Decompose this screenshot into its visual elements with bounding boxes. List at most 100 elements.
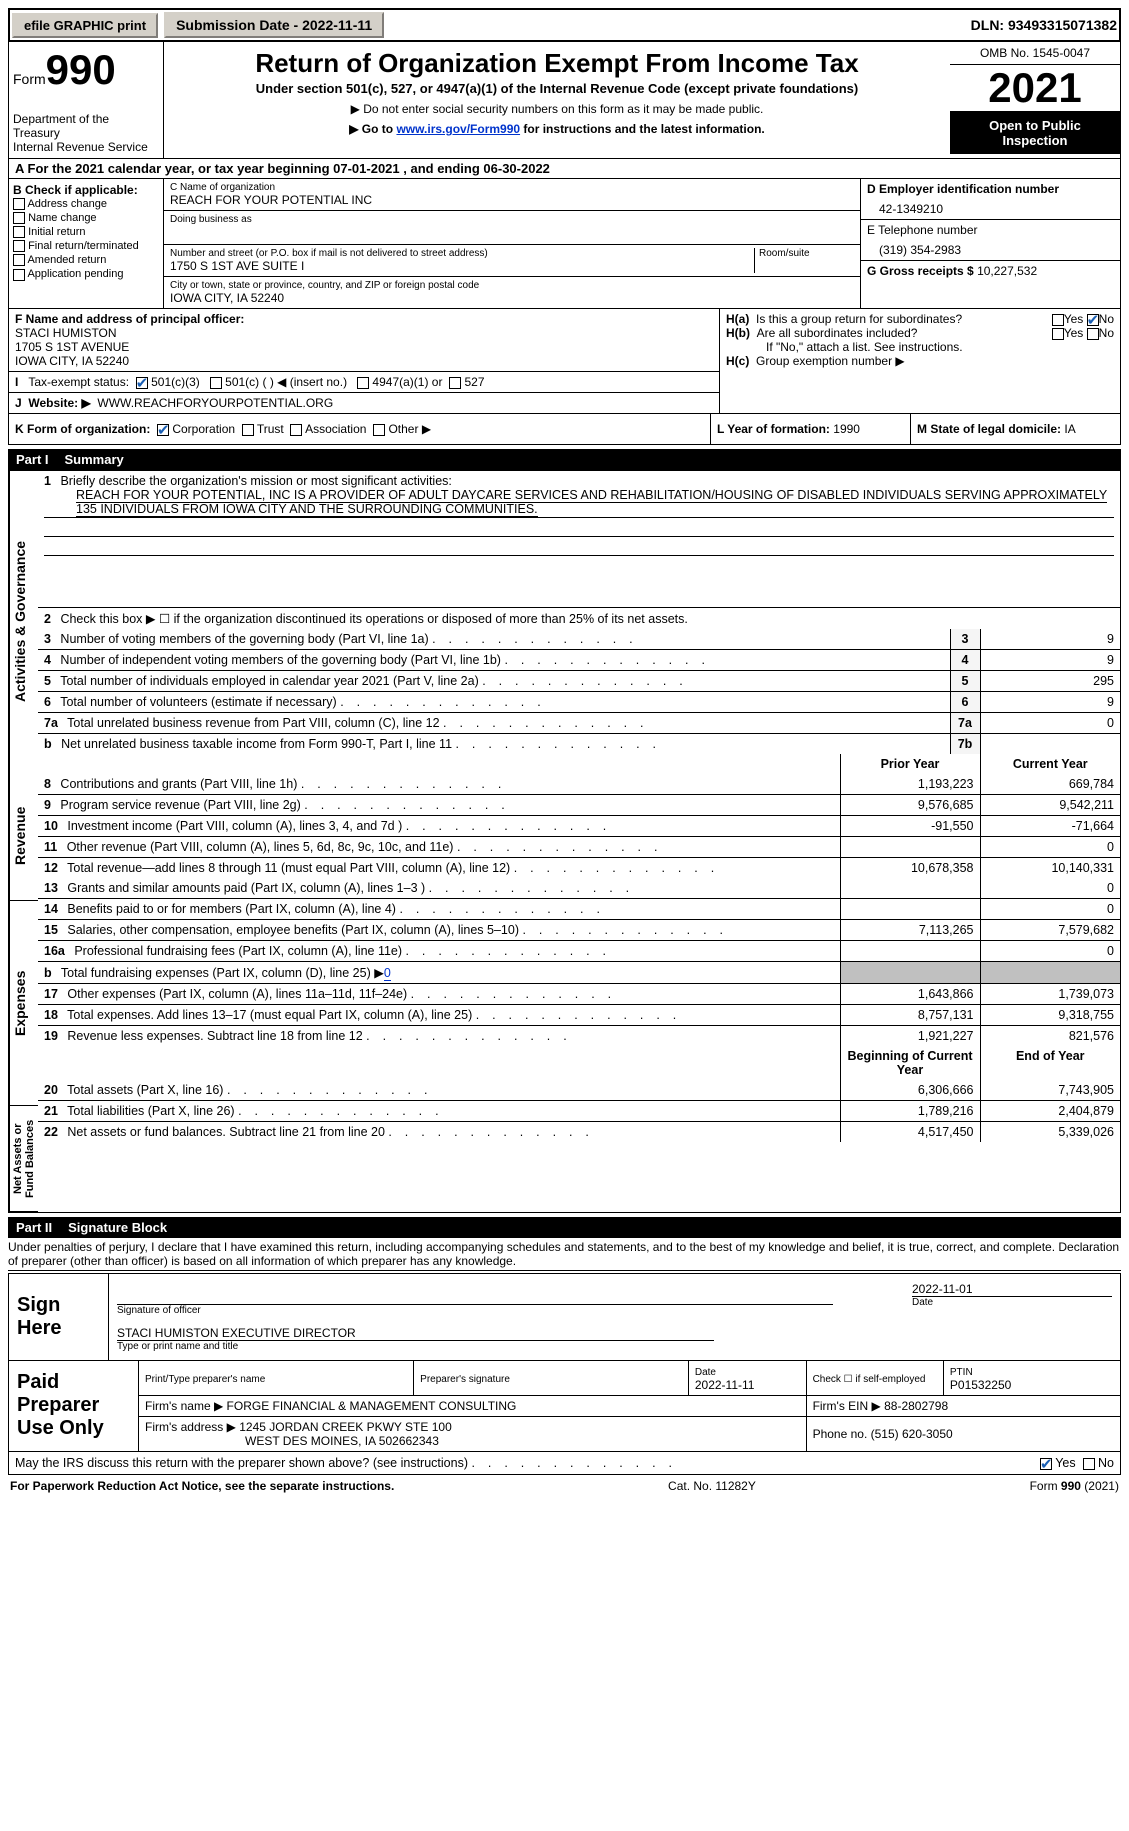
sections-b-to-g: B Check if applicable: Address change Na… xyxy=(8,179,1121,309)
phone-value: (319) 354-2983 xyxy=(867,237,1114,257)
table-row: 16a Professional fundraising fees (Part … xyxy=(38,941,1120,962)
firm-ein: 88-2802798 xyxy=(884,1399,948,1413)
table-row: 21 Total liabilities (Part X, line 26) 1… xyxy=(38,1101,1120,1122)
m-value: IA xyxy=(1064,422,1075,436)
part1-body: Activities & Governance Revenue Expenses… xyxy=(8,470,1121,1213)
firm-name-label: Firm's name ▶ xyxy=(145,1399,223,1413)
form-title: Return of Organization Exempt From Incom… xyxy=(168,48,946,79)
vert-expenses: Expenses xyxy=(9,901,38,1106)
website-label: Website: ▶ xyxy=(28,396,90,410)
sig-officer-label: Signature of officer xyxy=(117,1305,912,1316)
check-4947[interactable] xyxy=(357,377,369,389)
activities-governance-table: 1 Briefly describe the organization's mi… xyxy=(38,471,1120,629)
check-address-change[interactable]: Address change xyxy=(13,197,159,211)
table-row: 13 Grants and similar amounts paid (Part… xyxy=(38,878,1120,899)
irs-discuss-no[interactable] xyxy=(1083,1458,1095,1470)
section-a-tax-year: A For the 2021 calendar year, or tax yea… xyxy=(8,159,1121,179)
tax-exempt-label: Tax-exempt status: xyxy=(28,375,129,389)
check-501c3[interactable] xyxy=(136,377,148,389)
check-527[interactable] xyxy=(449,377,461,389)
city-state-zip: IOWA CITY, IA 52240 xyxy=(170,291,854,305)
check-application-pending[interactable]: Application pending xyxy=(13,267,159,281)
officer-name: STACI HUMISTON xyxy=(15,326,117,340)
check-name-change[interactable]: Name change xyxy=(13,211,159,225)
ha-yes[interactable] xyxy=(1052,314,1064,326)
form-number: 990 xyxy=(46,46,116,93)
l-label: L Year of formation: xyxy=(717,422,830,436)
irs-discuss-yes[interactable] xyxy=(1040,1458,1052,1470)
table-row: 19 Revenue less expenses. Subtract line … xyxy=(38,1026,1120,1047)
hb-no[interactable] xyxy=(1087,328,1099,340)
prep-self-employed[interactable]: Check ☐ if self-employed xyxy=(813,1374,926,1385)
room-suite-label: Room/suite xyxy=(759,248,854,259)
vert-revenue: Revenue xyxy=(9,771,38,901)
hb-yes[interactable] xyxy=(1052,328,1064,340)
table-row: 22 Net assets or fund balances. Subtract… xyxy=(38,1122,1120,1143)
section-b-label: B Check if applicable: xyxy=(13,183,159,197)
footer-row: For Paperwork Reduction Act Notice, see … xyxy=(8,1475,1121,1497)
ag-rows-table: 3 Number of voting members of the govern… xyxy=(38,629,1120,754)
ein-label: D Employer identification number xyxy=(867,182,1114,196)
sign-here-block: Sign Here Signature of officer 2022-11-0… xyxy=(8,1273,1121,1361)
table-row: 10 Investment income (Part VIII, column … xyxy=(38,816,1120,837)
check-final-return[interactable]: Final return/terminated xyxy=(13,239,159,253)
submission-date-button[interactable]: Submission Date - 2022-11-11 xyxy=(164,12,384,38)
dba-label: Doing business as xyxy=(170,214,854,225)
table-row: 7a Total unrelated business revenue from… xyxy=(38,713,1120,734)
mission-text: REACH FOR YOUR POTENTIAL, INC IS A PROVI… xyxy=(76,488,1107,517)
irs-discuss-row: May the IRS discuss this return with the… xyxy=(8,1452,1121,1475)
net-rows-table: 20 Total assets (Part X, line 16) 6,306,… xyxy=(38,1080,1120,1142)
city-label: City or town, state or province, country… xyxy=(170,280,854,291)
end-year-header: End of Year xyxy=(980,1046,1120,1080)
check-501c[interactable] xyxy=(210,377,222,389)
form-subtitle: Under section 501(c), 527, or 4947(a)(1)… xyxy=(168,81,946,96)
part1-title: Summary xyxy=(65,452,124,467)
table-row: 11 Other revenue (Part VIII, column (A),… xyxy=(38,837,1120,858)
prep-col2: Preparer's signature xyxy=(420,1374,510,1385)
table-row: b Net unrelated business taxable income … xyxy=(38,734,1120,755)
officer-addr2: IOWA CITY, IA 52240 xyxy=(15,354,129,368)
part2-header: Part II Signature Block xyxy=(8,1217,1121,1238)
dept-treasury: Department of the Treasury xyxy=(13,112,159,140)
table-row: 12 Total revenue—add lines 8 through 11 … xyxy=(38,858,1120,879)
street-address: 1750 S 1ST AVE SUITE I xyxy=(170,259,754,273)
ha-no[interactable] xyxy=(1087,314,1099,326)
line2-text: Check this box ▶ ☐ if the organization d… xyxy=(60,612,687,626)
check-amended-return[interactable]: Amended return xyxy=(13,253,159,267)
dln-text: DLN: 93493315071382 xyxy=(971,17,1117,33)
sign-here-label: Sign Here xyxy=(9,1274,109,1360)
rev-rows-table: 8 Contributions and grants (Part VIII, l… xyxy=(38,774,1120,878)
firm-phone-label: Phone no. xyxy=(813,1427,868,1441)
check-other[interactable] xyxy=(373,424,385,436)
check-initial-return[interactable]: Initial return xyxy=(13,225,159,239)
hb-note: If "No," attach a list. See instructions… xyxy=(726,340,1114,354)
begin-year-header: Beginning of Current Year xyxy=(840,1046,980,1080)
ptin-value: P01532250 xyxy=(950,1378,1011,1392)
typed-name-label: Type or print name and title xyxy=(117,1341,1112,1352)
table-row: 5 Total number of individuals employed i… xyxy=(38,671,1120,692)
form-header: Form990 Department of the Treasury Inter… xyxy=(8,42,1121,159)
table-row: 4 Number of independent voting members o… xyxy=(38,650,1120,671)
efile-print-button[interactable]: efile GRAPHIC print xyxy=(12,13,158,38)
part1-header: Part I Summary xyxy=(8,449,1121,470)
ha-label: Is this a group return for subordinates? xyxy=(756,312,962,326)
tax-year: 2021 xyxy=(950,65,1120,112)
phone-label: E Telephone number xyxy=(867,223,1114,237)
officer-addr1: 1705 S 1ST AVENUE xyxy=(15,340,129,354)
table-row: 20 Total assets (Part X, line 16) 6,306,… xyxy=(38,1080,1120,1101)
irs-form990-link[interactable]: www.irs.gov/Form990 xyxy=(396,122,520,136)
m-label: M State of legal domicile: xyxy=(917,422,1061,436)
firm-addr2: WEST DES MOINES, IA 502662343 xyxy=(145,1434,439,1448)
exp-rows-table: 13 Grants and similar amounts paid (Part… xyxy=(38,878,1120,1046)
k-form-org-row: K Form of organization: Corporation Trus… xyxy=(8,414,1121,445)
check-corporation[interactable] xyxy=(157,424,169,436)
table-row: 18 Total expenses. Add lines 13–17 (must… xyxy=(38,1005,1120,1026)
topbar: efile GRAPHIC print Submission Date - 20… xyxy=(8,8,1121,42)
check-trust[interactable] xyxy=(242,424,254,436)
prior-year-header: Prior Year xyxy=(840,754,980,774)
sig-date-label: Date xyxy=(912,1297,1112,1308)
paid-preparer-block: Paid Preparer Use Only Print/Type prepar… xyxy=(8,1361,1121,1452)
table-row: 17 Other expenses (Part IX, column (A), … xyxy=(38,984,1120,1005)
check-association[interactable] xyxy=(290,424,302,436)
org-name-label: C Name of organization xyxy=(170,182,854,193)
